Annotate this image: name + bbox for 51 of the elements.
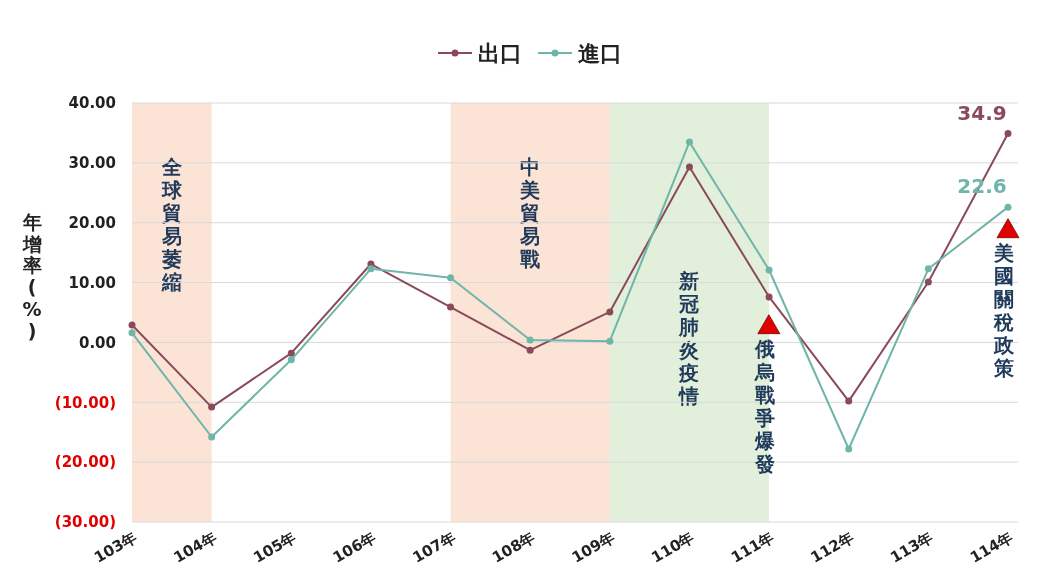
x-tick-label: 105年	[250, 527, 300, 567]
annotation: 美國關稅政策	[993, 240, 1015, 380]
x-tick-label: 113年	[887, 527, 937, 567]
band-label: 全球貿易萎縮	[160, 155, 183, 295]
x-tick-label: 110年	[648, 527, 698, 567]
x-tick-label: 112年	[807, 527, 857, 567]
x-tick-label: 107年	[409, 527, 459, 567]
point	[845, 445, 853, 453]
legend-label: 出口	[478, 40, 522, 66]
point	[526, 336, 534, 344]
y-tick-label: 30.00	[68, 154, 116, 173]
point	[287, 356, 295, 364]
point	[845, 397, 853, 405]
point	[765, 293, 773, 301]
y-tick-label: 20.00	[68, 213, 116, 232]
y-tick-label: 40.00	[68, 94, 116, 113]
point	[208, 433, 216, 441]
point	[685, 163, 693, 171]
band-label: 新冠肺炎疫情	[677, 268, 700, 408]
point	[128, 321, 136, 329]
y-tick-label: (10.00)	[54, 393, 116, 412]
point	[765, 266, 773, 274]
point	[606, 308, 614, 316]
point	[526, 346, 534, 354]
point	[685, 138, 693, 146]
x-tick-label: 108年	[489, 527, 539, 567]
point	[287, 349, 295, 357]
x-tick-label: 106年	[329, 527, 379, 567]
data-label: 34.9	[957, 100, 1007, 125]
y-tick-label: (30.00)	[54, 513, 116, 532]
point	[128, 329, 136, 337]
y-tick-label: 10.00	[68, 273, 116, 292]
x-tick-label: 109年	[568, 527, 618, 567]
point	[924, 278, 932, 286]
x-tick-label: 111年	[727, 527, 778, 567]
y-tick-label: (20.00)	[54, 453, 116, 472]
annotation: 俄烏戰爭爆發	[753, 336, 775, 476]
point	[208, 403, 216, 411]
y-axis-title: 年增率(%)	[21, 210, 42, 342]
point	[1004, 203, 1012, 211]
x-tick-label: 104年	[170, 527, 220, 567]
point	[367, 265, 375, 273]
point	[447, 274, 455, 282]
legend-label: 進口	[578, 40, 622, 66]
y-tick-label: 0.00	[78, 333, 116, 352]
point	[924, 265, 932, 273]
point	[447, 303, 455, 311]
point	[1004, 130, 1012, 138]
band-label: 中美貿易戰	[519, 155, 541, 272]
x-tick-label: 114年	[966, 527, 1016, 567]
point	[606, 337, 614, 345]
